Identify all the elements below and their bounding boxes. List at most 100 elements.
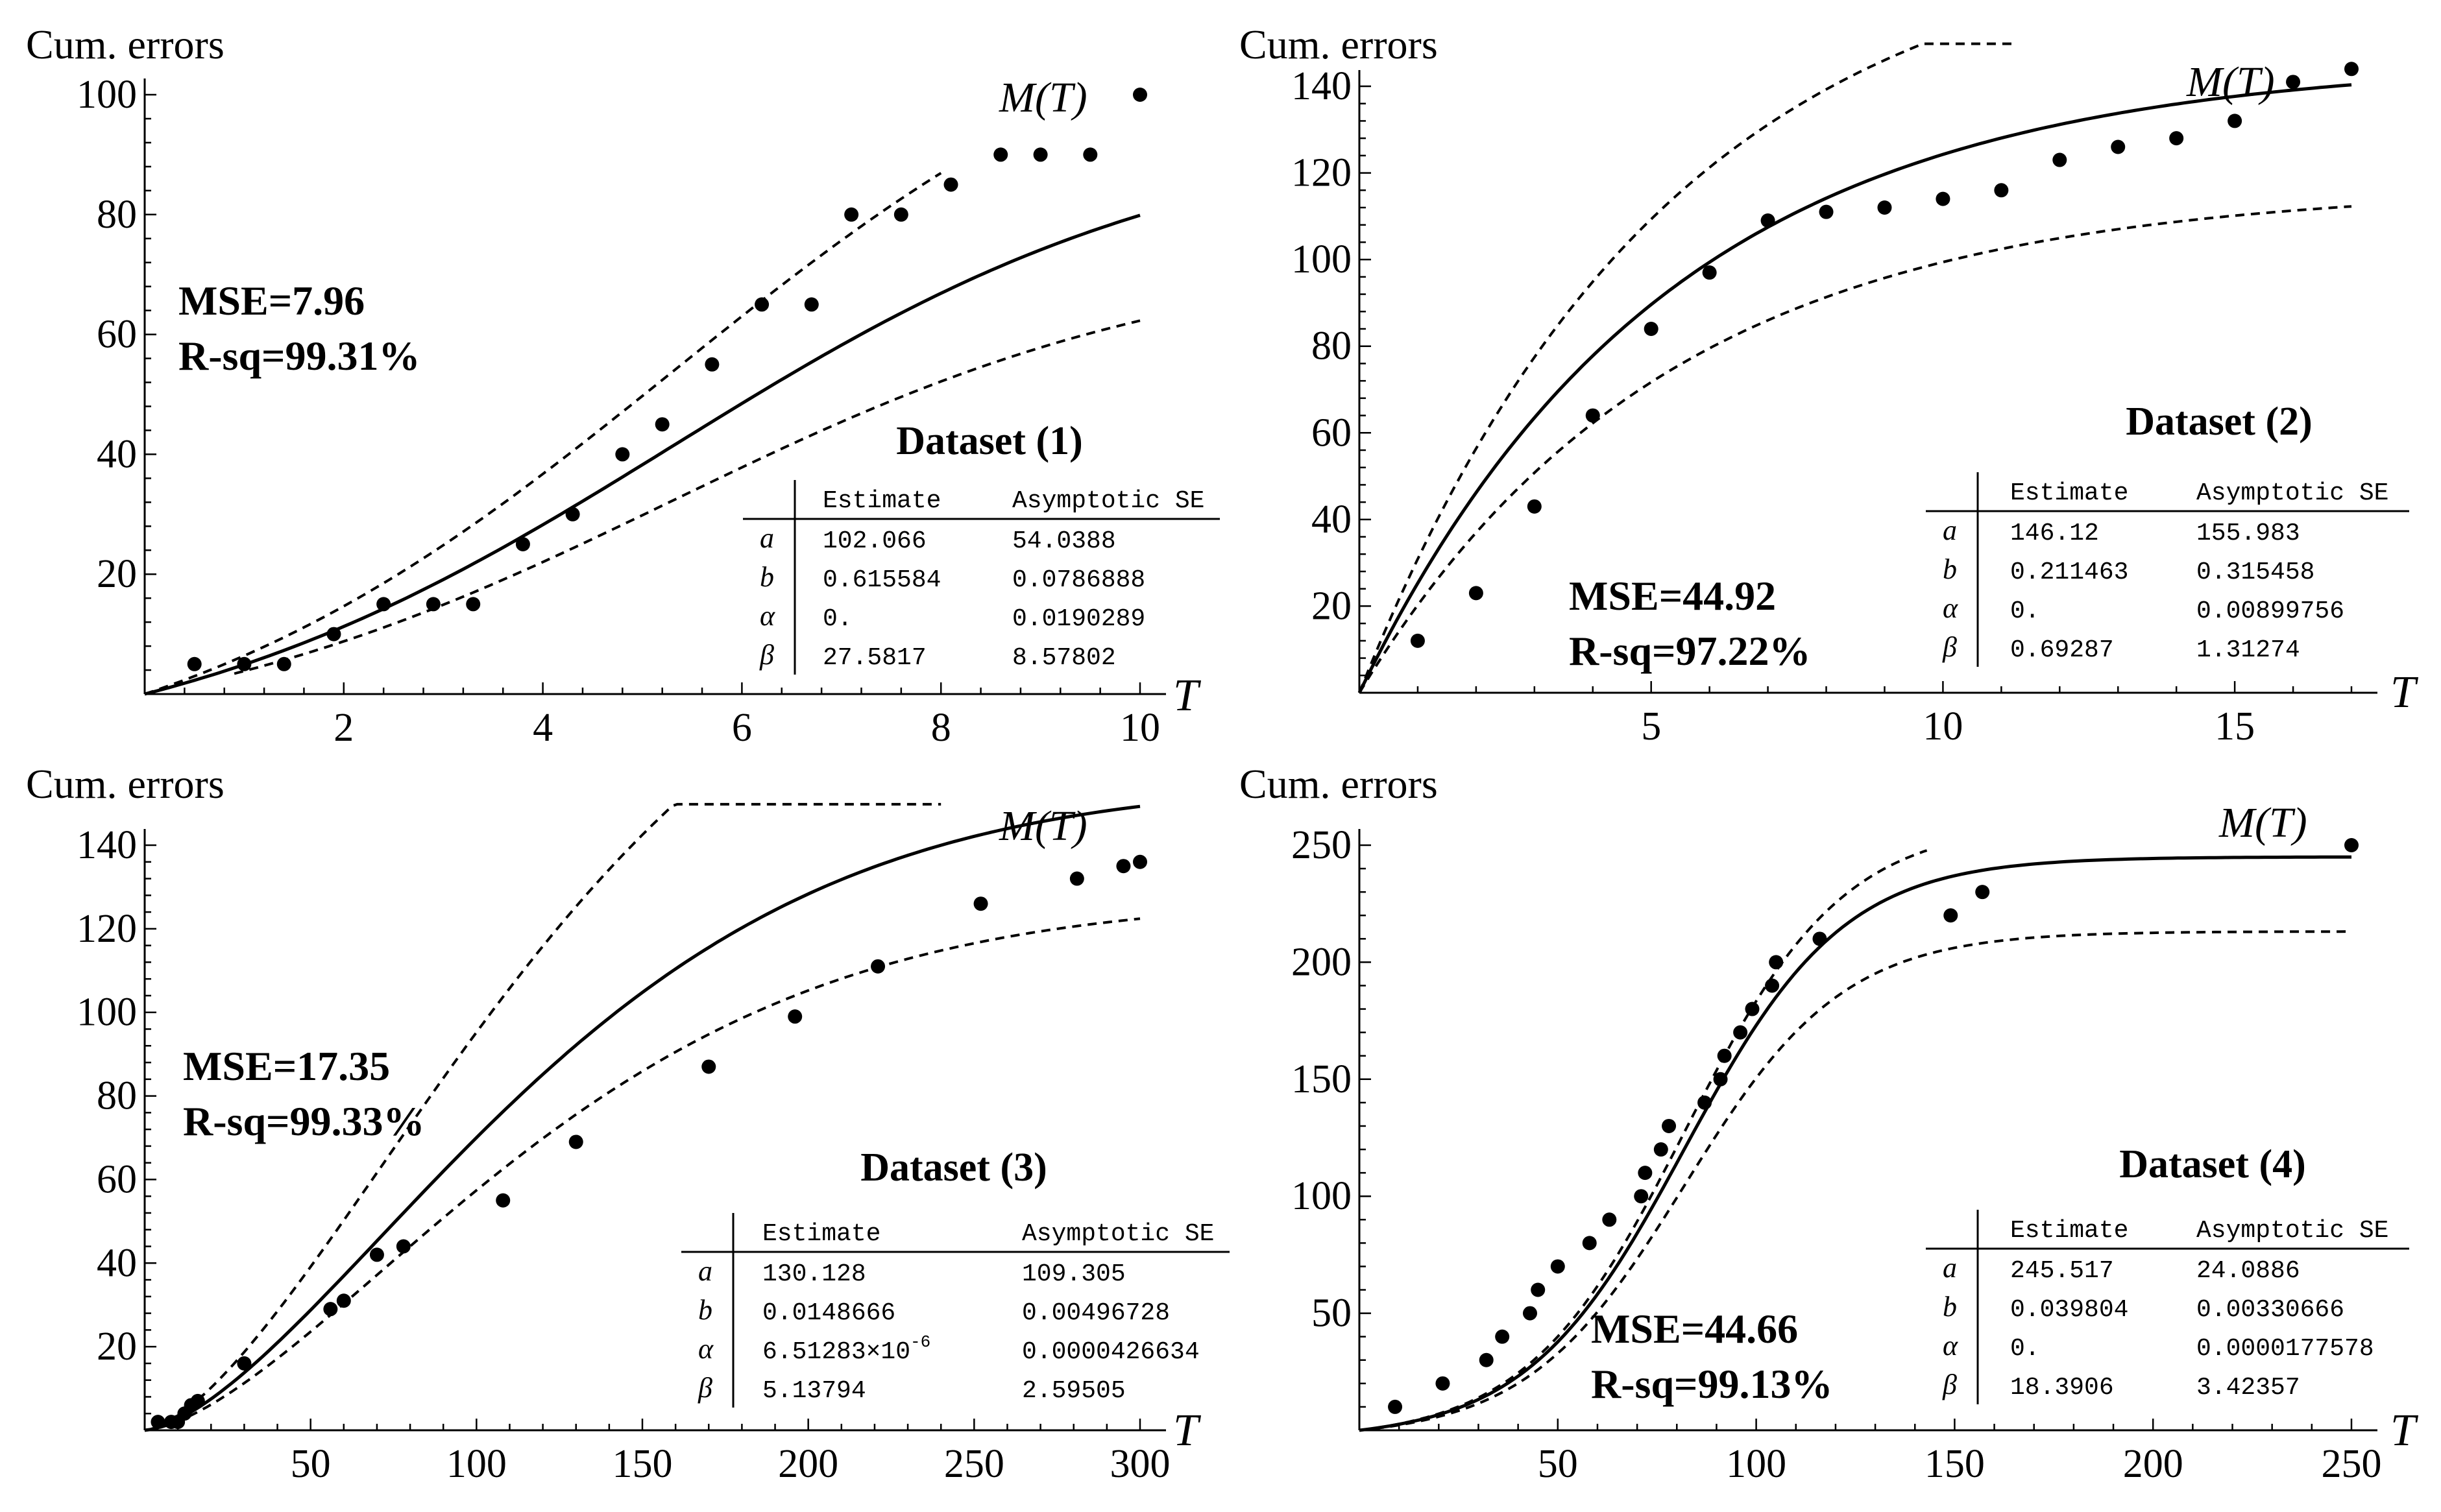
data-point: [973, 896, 988, 911]
data-point: [1733, 1025, 1748, 1040]
data-point: [496, 1193, 511, 1208]
data-point: [1745, 1002, 1760, 1016]
table-estimate-1: 102.066: [823, 527, 927, 555]
upper-confidence-bound: [1358, 42, 2013, 693]
x-tick-label: 50: [291, 1442, 331, 1486]
y-tick-label: 100: [1291, 237, 1352, 282]
x-tick-label: 50: [1538, 1442, 1578, 1486]
data-point: [1479, 1352, 1494, 1367]
table-se-3: 0.0000426634: [1022, 1338, 1200, 1366]
data-point: [515, 537, 530, 551]
y-tick-label: 80: [97, 1074, 137, 1118]
y-tick-label: 100: [1291, 1174, 1352, 1218]
mse-label: MSE=44.66: [1591, 1306, 1798, 1352]
data-point: [804, 297, 819, 312]
y-tick-label: 120: [1291, 151, 1352, 195]
data-point: [1531, 1282, 1546, 1297]
data-point: [1994, 183, 2009, 198]
table-param-4: β: [759, 639, 774, 671]
table-header-estimate: Estimate: [823, 487, 941, 515]
table-estimate-4: 0.69287: [2010, 636, 2114, 664]
x-tick-label: 200: [778, 1442, 838, 1486]
table-param-3: α: [698, 1333, 714, 1365]
table-estimate-2: 0.0148666: [762, 1299, 895, 1327]
table-se-4: 2.59505: [1022, 1377, 1126, 1405]
parameter-table: Estimate Asymptotic SE a 130.128 109.305 b 0.0…: [681, 1213, 1230, 1408]
table-param-1: a: [1943, 514, 1957, 546]
table-estimate-2: 0.615584: [823, 566, 941, 594]
table-se-3: 0.00899756: [2196, 597, 2344, 625]
data-point: [788, 1009, 803, 1024]
data-point: [1638, 1166, 1653, 1181]
table-se-2: 0.315458: [2196, 558, 2314, 586]
fitted-mean-curve: [144, 213, 1141, 696]
y-tick-label: 80: [1311, 324, 1352, 368]
table-se-2: 0.00496728: [1022, 1299, 1170, 1327]
table-se-4: 1.31274: [2196, 636, 2300, 664]
table-se-4: 8.57802: [1012, 644, 1116, 672]
fitted-mean-curve: [1359, 855, 2352, 1432]
table-estimate-1: 130.128: [762, 1260, 866, 1288]
x-tick-label: 300: [1110, 1442, 1171, 1486]
table-estimate-4: 5.13794: [762, 1377, 866, 1405]
y-tick-label: 150: [1291, 1057, 1352, 1101]
data-point: [993, 147, 1008, 162]
table-param-1: a: [698, 1255, 712, 1287]
data-point: [1550, 1259, 1565, 1274]
upper-confidence-bound: [1359, 849, 1928, 1432]
data-point: [1769, 955, 1784, 970]
y-tick-label: 20: [97, 1325, 137, 1369]
data-point: [1877, 200, 1892, 215]
y-tick-label: 100: [77, 990, 137, 1035]
x-tick-label: 5: [1641, 704, 1661, 749]
y-tick-label: 140: [1291, 64, 1352, 108]
data-point: [1765, 978, 1780, 993]
data-point: [1033, 147, 1048, 162]
y-tick-label: 120: [77, 907, 137, 951]
data-point: [237, 1356, 252, 1371]
table-estimate-3: 0.: [823, 605, 853, 633]
table-header-estimate: Estimate: [2010, 479, 2128, 507]
x-tick-label: 10: [1120, 706, 1160, 750]
table-estimate-4: 27.5817: [823, 644, 927, 672]
table-se-4: 3.42357: [2196, 1374, 2300, 1402]
data-point: [2228, 114, 2242, 128]
data-point: [701, 1059, 716, 1074]
x-axis-title: T: [1173, 1406, 1202, 1456]
y-tick-label: 140: [77, 823, 137, 867]
table-se-1: 54.0388: [1012, 527, 1116, 555]
data-point: [871, 959, 886, 974]
table-param-3: α: [1943, 1330, 1958, 1362]
y-tick-label: 20: [1311, 584, 1352, 628]
x-tick-label: 8: [931, 706, 951, 750]
data-point: [655, 417, 670, 432]
rsq-label: R-sq=99.13%: [1591, 1361, 1833, 1407]
y-tick-label: 200: [1291, 940, 1352, 984]
data-point: [376, 597, 391, 612]
data-point: [237, 656, 252, 671]
data-point: [1697, 1095, 1712, 1110]
data-point: [1585, 408, 1600, 423]
table-estimate-2: 0.039804: [2010, 1296, 2128, 1324]
y-tick-label: 40: [97, 432, 137, 476]
data-point: [1388, 1399, 1403, 1414]
y-tick-label: 250: [1291, 823, 1352, 867]
data-point: [755, 297, 770, 312]
data-point: [1644, 322, 1658, 336]
lower-confidence-bound: [1359, 930, 2351, 1432]
dataset-title: Dataset (3): [860, 1146, 1047, 1190]
data-point: [2169, 131, 2184, 146]
chart-panel-4: 50 100 150 200 250 50 100 150 200 250 Cum. errors T…: [1239, 761, 2419, 1486]
table-header-estimate: Estimate: [762, 1220, 880, 1248]
table-se-1: 155.983: [2196, 520, 2300, 547]
chart-panel-3: 50 100 150 200 250 300 20 40 60 80 100 120 140 Cum. e…: [26, 761, 1230, 1486]
x-tick-label: 200: [2123, 1442, 2183, 1486]
data-point: [2111, 139, 2126, 154]
data-point: [466, 597, 481, 612]
x-axis-title: T: [2390, 1406, 2419, 1456]
table-param-1: a: [760, 522, 774, 554]
data-point: [151, 1415, 165, 1430]
data-point: [1634, 1189, 1649, 1204]
table-param-3: α: [760, 600, 775, 632]
